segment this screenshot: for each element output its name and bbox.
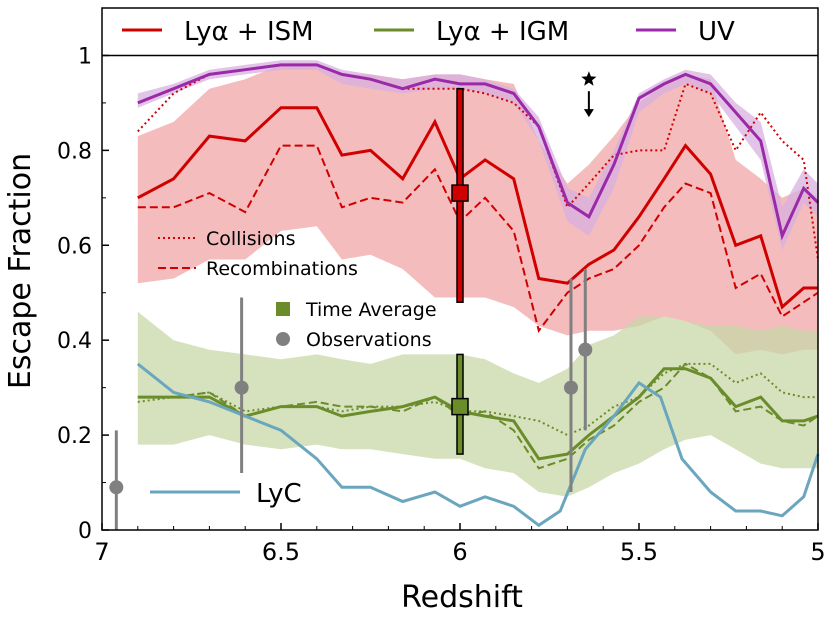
legend-layer: Lyα + ISM Lyα + IGM UV Collisions Recombinat… [122,17,735,509]
line-ly-igm [137,367,819,461]
observation-point-0 [109,480,124,495]
legend-observations-swatch [276,332,290,346]
time-average-marker-ly-ism [451,184,469,202]
axes-layer: 7 6.5 6 5.5 5 0 0.2 0.4 0.6 0.8 1 [57,7,826,566]
legend-inner-label-recombinations: Recombinations [206,258,358,280]
y-tick-label: 0.2 [57,424,92,449]
legend-inner-label-time-average: Time Average [305,299,437,321]
line-ly-ism [137,106,818,310]
legend-top-label-ly-igm: Lyα + IGM [436,17,569,47]
x-tick-label: 6.5 [262,538,300,566]
time-average-marker-ly-igm [451,397,469,416]
band-layer [137,60,819,497]
line-uv [137,63,820,241]
band-uv [137,60,819,251]
band-ly-igm [137,311,819,497]
line-lyc [136,362,820,528]
y-tick-label: 0.6 [57,234,92,259]
legend-top-label-ly-ism: Lyα + ISM [184,17,314,47]
y-tick-label: 0.4 [57,329,92,354]
legend-top-label-uv: UV [698,17,735,47]
observation-point-3 [578,342,593,357]
legend-lyc-label: LyC [256,479,302,509]
y-tick-label: 0.8 [57,139,92,164]
errorbar-layer [109,71,597,530]
observation-point-1 [234,380,249,395]
x-tick-label: 6 [452,538,467,566]
legend-inner-label-collisions: Collisions [206,228,295,250]
star-marker [581,71,597,86]
legend-time-average-swatch [276,302,290,316]
x-tick-label: 5 [810,538,825,566]
star-arrow-head [583,109,594,118]
band-ly-ism [137,64,819,355]
x-tick-label: 7 [94,538,109,566]
y-tick-label: 1 [78,44,92,69]
y-tick-label: 0 [78,519,92,544]
y-axis-title: Escape Fraction [3,153,38,389]
x-axis-title: Redshift [401,580,523,615]
line-layer [136,63,820,528]
x-tick-label: 5.5 [620,538,658,566]
legend-inner-label-observations: Observations [306,329,432,351]
line-ly-ism-recombinations [137,144,819,333]
observation-point-2 [563,380,578,395]
